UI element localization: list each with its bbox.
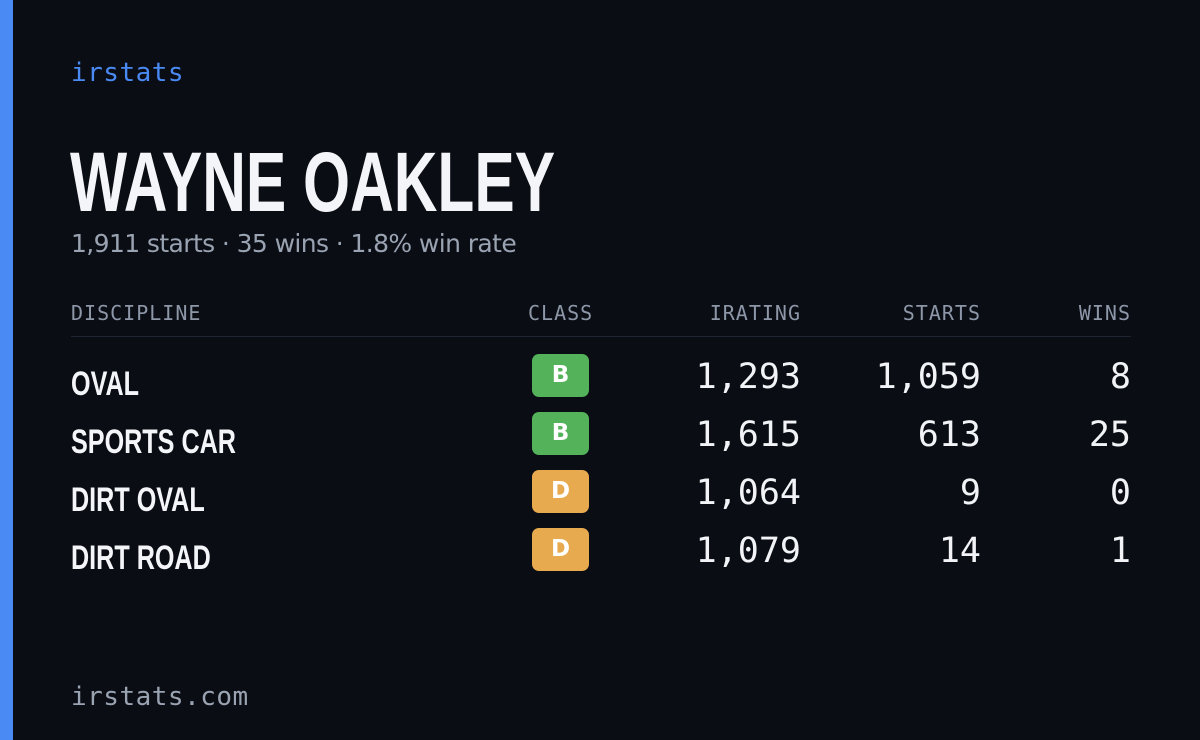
irating-value: 1,064 [695, 473, 801, 513]
column-header-class: CLASS [528, 301, 594, 325]
starts-value: 14 [938, 531, 981, 571]
wins-value: 25 [1088, 415, 1131, 455]
table-row: SPORTS CAR B 1,615 613 25 [71, 410, 1131, 468]
discipline-name: DIRT ROAD [71, 539, 211, 577]
license-class-badge: D [532, 528, 589, 571]
license-class-badge: B [532, 412, 589, 455]
table-row: OVAL B 1,293 1,059 8 [71, 352, 1131, 410]
license-class-badge: D [532, 470, 589, 513]
wins-value: 1 [1109, 531, 1131, 571]
starts-value: 9 [959, 473, 981, 513]
column-header-irating: IRATING [709, 301, 801, 325]
column-header-discipline: DISCIPLINE [71, 301, 202, 325]
header-divider [71, 336, 1131, 337]
starts-value: 613 [917, 415, 981, 455]
accent-bar [0, 0, 13, 740]
irating-value: 1,615 [695, 415, 801, 455]
site-url: irstats.com [71, 682, 249, 712]
player-name: WAYNE OAKLEY [70, 135, 556, 229]
column-header-wins: WINS [1078, 301, 1131, 325]
discipline-name: SPORTS CAR [71, 423, 236, 461]
wins-value: 8 [1109, 357, 1131, 397]
wins-value: 0 [1109, 473, 1131, 513]
table-row: DIRT OVAL D 1,064 9 0 [71, 468, 1131, 526]
brand-logo: irstats [71, 58, 185, 88]
discipline-name: OVAL [71, 365, 140, 403]
starts-value: 1,059 [875, 357, 981, 397]
column-header-starts: STARTS [902, 301, 981, 325]
discipline-name: DIRT OVAL [71, 481, 205, 519]
career-summary: 1,911 starts · 35 wins · 1.8% win rate [71, 229, 517, 258]
license-class-badge: B [532, 354, 589, 397]
irating-value: 1,079 [695, 531, 801, 571]
table-row: DIRT ROAD D 1,079 14 1 [71, 526, 1131, 584]
irating-value: 1,293 [695, 357, 801, 397]
